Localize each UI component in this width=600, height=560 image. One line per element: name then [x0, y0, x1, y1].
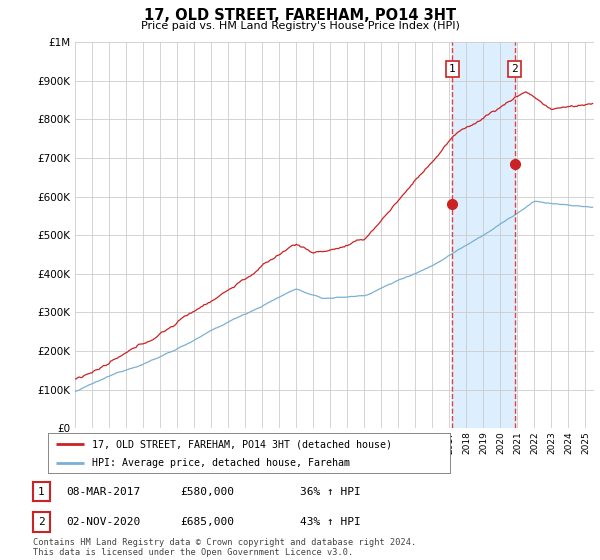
Text: 2: 2	[38, 517, 45, 527]
Text: £685,000: £685,000	[180, 517, 234, 527]
Text: 43% ↑ HPI: 43% ↑ HPI	[300, 517, 361, 527]
Text: 1: 1	[449, 64, 456, 74]
Text: 17, OLD STREET, FAREHAM, PO14 3HT (detached house): 17, OLD STREET, FAREHAM, PO14 3HT (detac…	[92, 439, 392, 449]
Bar	[452, 42, 515, 428]
Text: Price paid vs. HM Land Registry's House Price Index (HPI): Price paid vs. HM Land Registry's House …	[140, 21, 460, 31]
Text: HPI: Average price, detached house, Fareham: HPI: Average price, detached house, Fare…	[92, 458, 350, 468]
Text: Contains HM Land Registry data © Crown copyright and database right 2024.
This d: Contains HM Land Registry data © Crown c…	[33, 538, 416, 557]
Text: 2: 2	[511, 64, 518, 74]
Text: 17, OLD STREET, FAREHAM, PO14 3HT: 17, OLD STREET, FAREHAM, PO14 3HT	[144, 8, 456, 24]
Text: 36% ↑ HPI: 36% ↑ HPI	[300, 487, 361, 497]
Text: 08-MAR-2017: 08-MAR-2017	[66, 487, 140, 497]
Text: £580,000: £580,000	[180, 487, 234, 497]
Text: 02-NOV-2020: 02-NOV-2020	[66, 517, 140, 527]
Text: 1: 1	[38, 487, 45, 497]
